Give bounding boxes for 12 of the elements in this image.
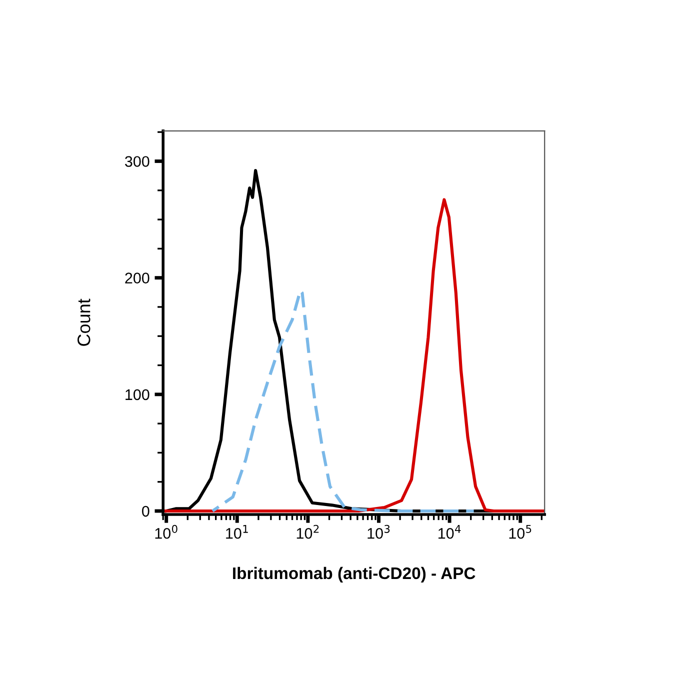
x-tick-label: 10$^{1}$ (226, 525, 248, 539)
x-tick-label: 10$^{5}$ (509, 525, 532, 539)
x-axis-title: Ibritumomab (anti-CD20) - APC (233, 566, 476, 582)
y-axis-title: Count (78, 298, 90, 346)
y-tick-label: 200 (125, 272, 150, 284)
y-tick-label: 300 (125, 156, 150, 167)
x-tick-label: 10$^{4}$ (438, 525, 461, 539)
y-tick-label: 0 (142, 506, 150, 517)
x-tick-label: 10$^{3}$ (368, 524, 390, 539)
x-tick-label: 10$^{2}$ (296, 524, 319, 539)
y-tick-label: 100 (126, 389, 150, 400)
x-tick-label: 10$^{0}$ (155, 524, 178, 539)
